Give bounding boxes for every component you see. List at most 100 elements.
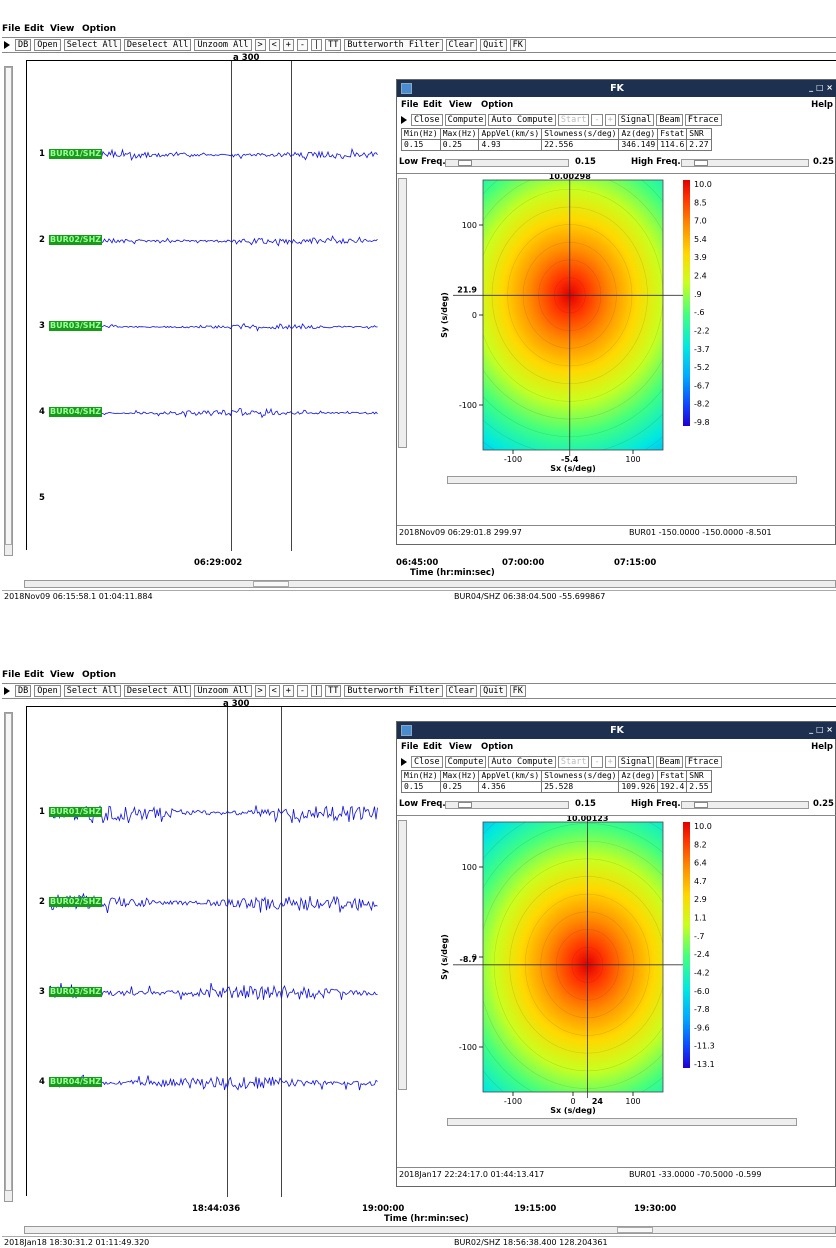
fk-value[interactable]: 192.4 [657, 781, 688, 793]
fk-toolbar-arrow-icon[interactable] [401, 116, 407, 124]
fk-menu-edit[interactable]: Edit [423, 742, 442, 752]
fk-value[interactable]: 109.926 [618, 781, 659, 793]
channel-label[interactable]: BUR01/SHZ [49, 807, 103, 817]
slider-knob[interactable] [694, 802, 708, 808]
time-marker-a[interactable] [231, 61, 232, 551]
fk-button-ftrace[interactable]: Ftrace [684, 114, 722, 126]
fk-button-compute[interactable]: Compute [444, 756, 487, 768]
waveform-trace[interactable]: BUR04/SHZ [49, 1073, 379, 1093]
fk-button-start[interactable]: Start [557, 114, 590, 126]
toolbar-button-5[interactable]: > [254, 685, 266, 697]
channel-label[interactable]: BUR03/SHZ [49, 987, 103, 997]
toolbar-button-8[interactable]: - [296, 39, 309, 51]
fk-button-signal[interactable]: Signal [617, 756, 655, 768]
toolbar-button-0[interactable]: DB [15, 685, 32, 697]
fk-menu-file[interactable]: File [401, 100, 419, 110]
fk-menu-view[interactable]: View [449, 100, 472, 110]
fk-menu-file[interactable]: File [401, 742, 419, 752]
menu-option[interactable]: Option [82, 670, 117, 680]
slider-knob[interactable] [694, 160, 708, 166]
fk-value[interactable]: 22.556 [541, 139, 620, 151]
fk-value[interactable]: 346.149 [618, 139, 659, 151]
toolbar-button-11[interactable]: Butterworth Filter [344, 39, 443, 51]
fk-menu-edit[interactable]: Edit [423, 100, 442, 110]
toolbar-button-10[interactable]: TT [325, 39, 342, 51]
fk-value[interactable]: 0.25 [439, 139, 480, 151]
fk-vertical-scrollbar[interactable] [398, 820, 407, 1090]
fk-menu-view[interactable]: View [449, 742, 472, 752]
channel-label[interactable]: BUR04/SHZ [49, 1077, 103, 1087]
toolbar-button-7[interactable]: + [282, 39, 294, 51]
low-freq-slider[interactable] [445, 159, 569, 167]
fk-button-beam[interactable]: Beam [656, 114, 683, 126]
menu-file[interactable]: File [2, 670, 21, 680]
channel-label[interactable]: BUR02/SHZ [49, 235, 103, 245]
time-marker-b[interactable] [291, 61, 292, 551]
fk-button-start[interactable]: Start [557, 756, 590, 768]
vertical-scroll-thumb[interactable] [5, 67, 12, 545]
fk-button-autocompute[interactable]: Auto Compute [488, 756, 556, 768]
channel-label[interactable]: BUR03/SHZ [49, 321, 103, 331]
toolbar-button-9[interactable]: | [311, 39, 323, 51]
fk-value[interactable]: 0.15 [401, 139, 441, 151]
fk-button-autocompute[interactable]: Auto Compute [488, 114, 556, 126]
toolbar-button-6[interactable]: < [268, 685, 280, 697]
toolbar-button-0[interactable]: DB [15, 39, 32, 51]
fk-menu-help[interactable]: Help [811, 100, 833, 110]
menu-option[interactable]: Option [82, 24, 117, 34]
channel-label[interactable]: BUR04/SHZ [49, 407, 103, 417]
menu-edit[interactable]: Edit [24, 24, 44, 34]
waveform-trace[interactable]: BUR04/SHZ [49, 403, 379, 423]
toolbar-button-13[interactable]: Quit [480, 685, 507, 697]
high-freq-slider[interactable] [681, 159, 809, 167]
toolbar-button-7[interactable]: + [282, 685, 294, 697]
fk-toolbar-arrow-icon[interactable] [401, 758, 407, 766]
toolbar-button-4[interactable]: Unzoom All [194, 39, 252, 51]
menu-view[interactable]: View [50, 670, 75, 680]
time-marker-a[interactable] [227, 707, 228, 1197]
fk-button-compute[interactable]: Compute [444, 114, 487, 126]
fk-button-close[interactable]: Close [411, 114, 443, 126]
toolbar-arrow-icon[interactable] [4, 41, 10, 49]
horizontal-scrollbar[interactable] [24, 580, 836, 588]
toolbar-button-4[interactable]: Unzoom All [194, 685, 252, 697]
fk-vertical-scrollbar[interactable] [398, 178, 407, 448]
toolbar-button-9[interactable]: | [311, 685, 323, 697]
trace-plot[interactable]: a 300 1 BUR01/SHZ 2 BUR02/SHZ 3 BUR03/SHZ 4 BUR0… [26, 53, 836, 551]
menu-edit[interactable]: Edit [24, 670, 44, 680]
fk-value[interactable]: 25.528 [541, 781, 620, 793]
channel-label[interactable]: BUR01/SHZ [49, 149, 103, 159]
channel-label[interactable]: BUR02/SHZ [49, 897, 103, 907]
fk-value[interactable]: 4.93 [478, 139, 543, 151]
fk-button-ftrace[interactable]: Ftrace [684, 756, 722, 768]
fk-value[interactable]: 0.15 [401, 781, 441, 793]
toolbar-button-12[interactable]: Clear [445, 685, 478, 697]
fk-menu-help[interactable]: Help [811, 742, 833, 752]
toolbar-button-10[interactable]: TT [325, 685, 342, 697]
window-controls[interactable]: _ □ × [809, 725, 833, 734]
fk-value[interactable]: 2.55 [686, 781, 712, 793]
horizontal-scrollbar[interactable] [24, 1226, 836, 1234]
fk-heatmap[interactable]: 10.00298 100 0 -100 21.9 -100 100 -5.4Sx (s/deg… [397, 172, 836, 474]
toolbar-button-2[interactable]: Select All [63, 685, 121, 697]
toolbar-button-3[interactable]: Deselect All [123, 685, 192, 697]
slider-knob[interactable] [458, 160, 472, 166]
fk-button-[interactable]: - [591, 114, 603, 126]
toolbar-button-14[interactable]: FK [509, 39, 526, 51]
high-freq-slider[interactable] [681, 801, 809, 809]
toolbar-button-3[interactable]: Deselect All [123, 39, 192, 51]
toolbar-button-14[interactable]: FK [509, 685, 526, 697]
fk-value[interactable]: 2.27 [686, 139, 712, 151]
toolbar-button-6[interactable]: < [268, 39, 280, 51]
vertical-scrollbar[interactable] [4, 66, 13, 556]
waveform-trace[interactable]: BUR03/SHZ [49, 983, 379, 1003]
fk-horizontal-scrollbar[interactable] [447, 1118, 797, 1126]
fk-button-[interactable]: + [604, 756, 616, 768]
vertical-scrollbar[interactable] [4, 712, 13, 1202]
fk-button-close[interactable]: Close [411, 756, 443, 768]
waveform-trace[interactable]: BUR01/SHZ [49, 145, 379, 165]
toolbar-button-12[interactable]: Clear [445, 39, 478, 51]
fk-button-signal[interactable]: Signal [617, 114, 655, 126]
toolbar-button-1[interactable]: Open [34, 685, 61, 697]
